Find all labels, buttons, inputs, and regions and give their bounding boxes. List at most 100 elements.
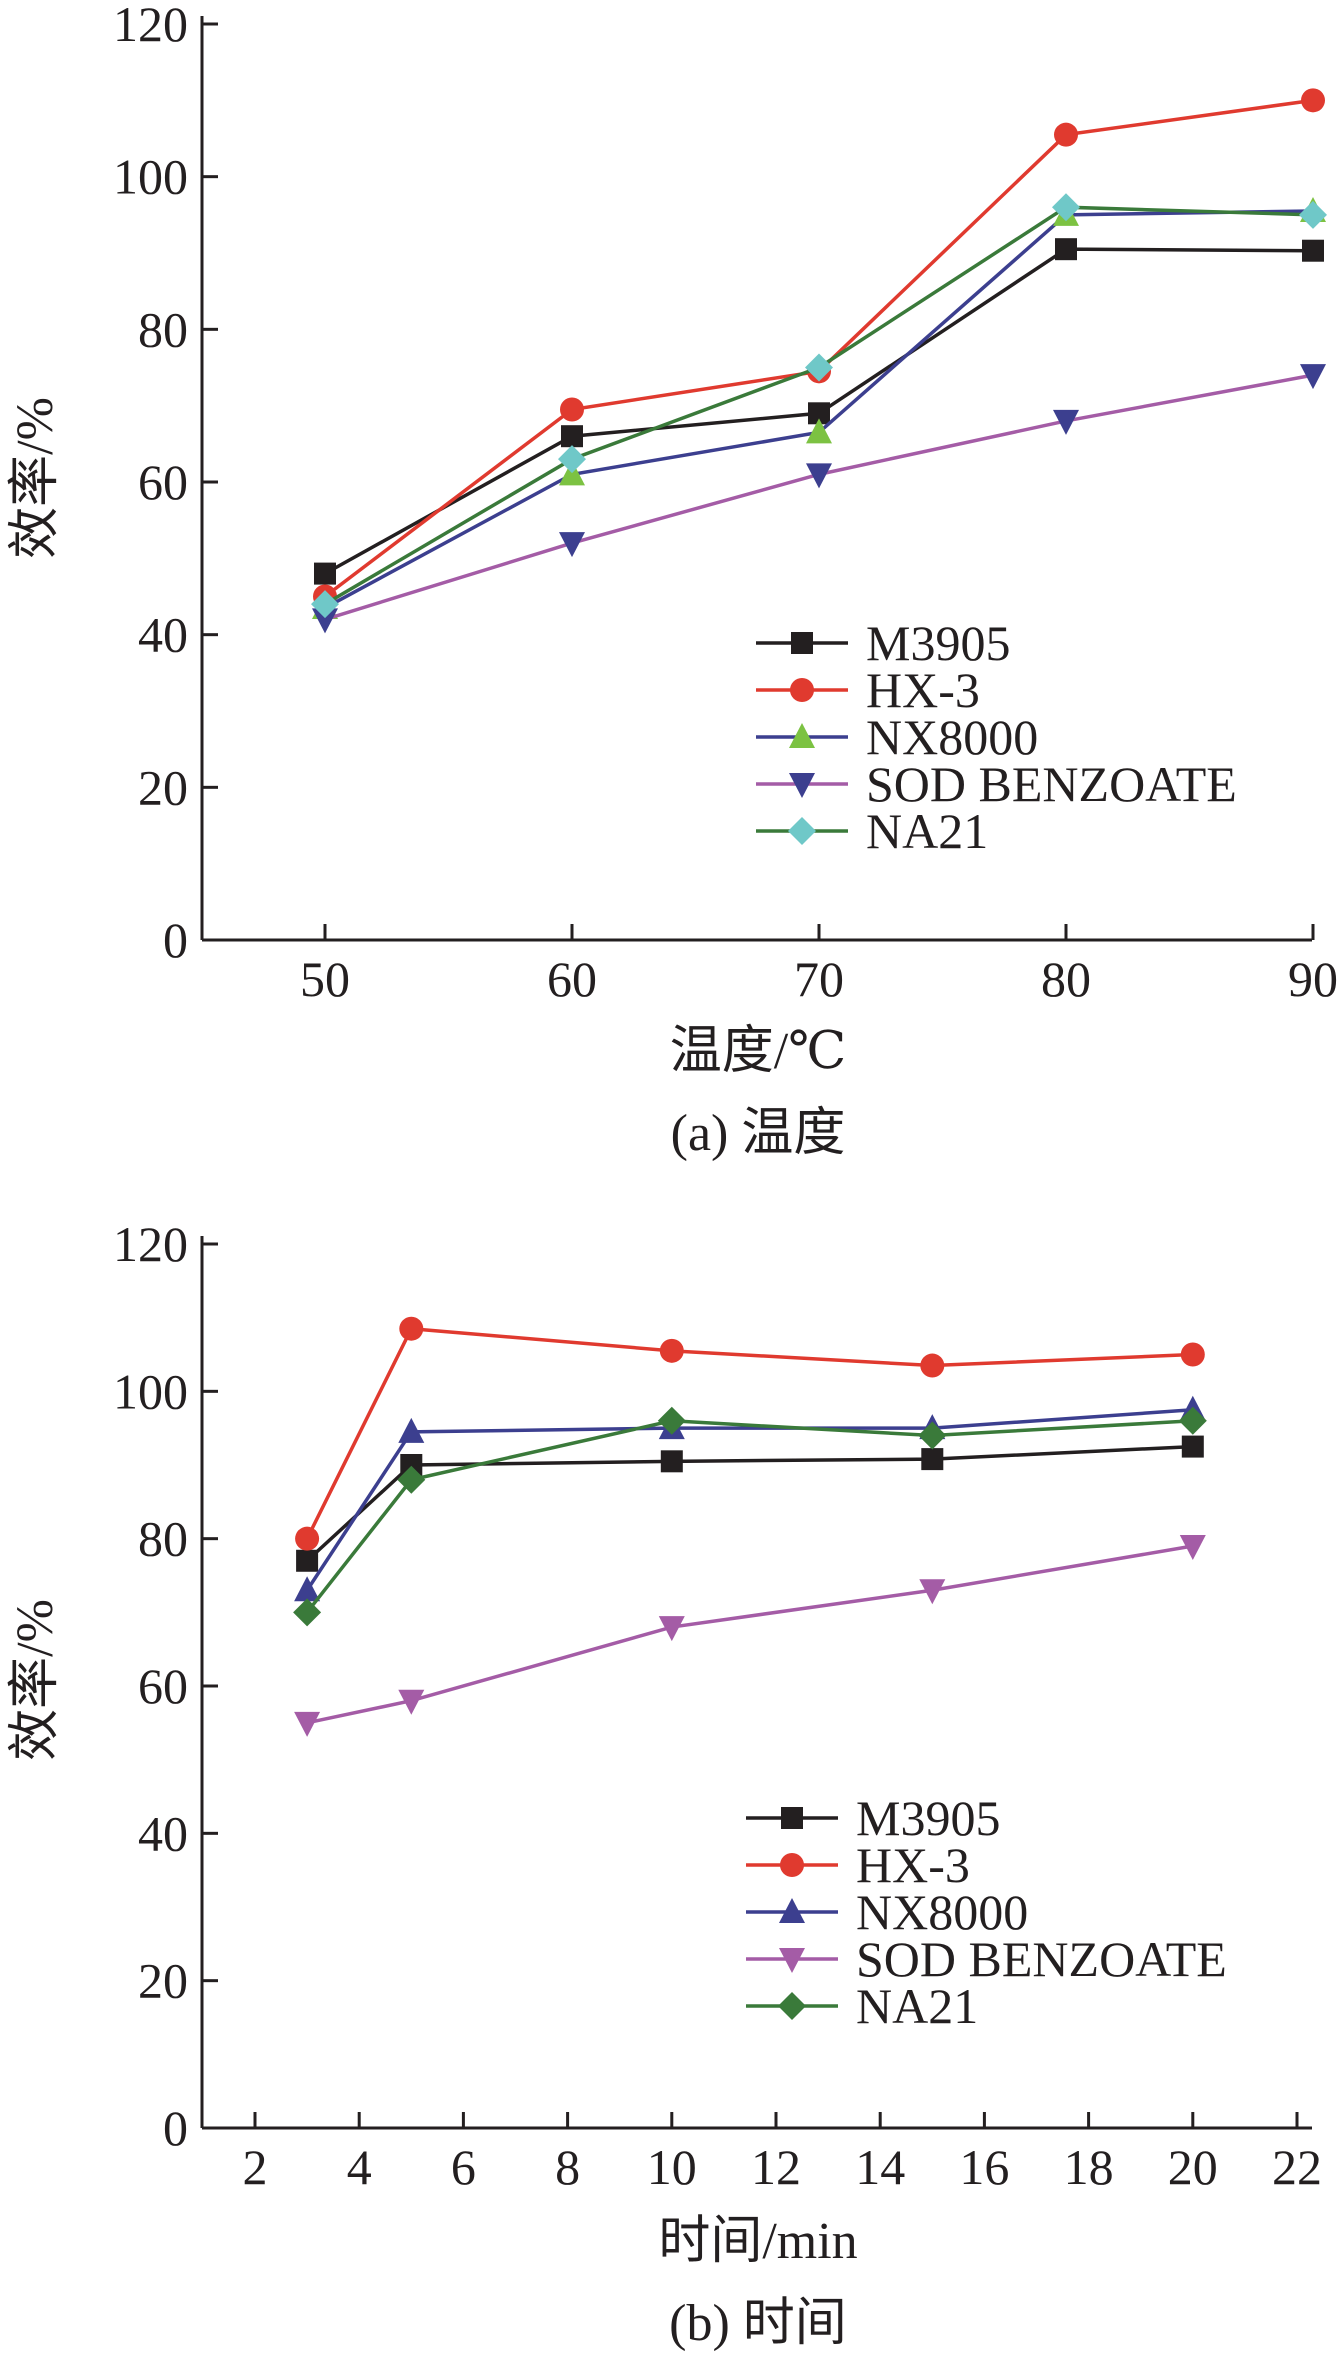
legend-label: NX8000 bbox=[866, 709, 1038, 765]
y-tick-label: 20 bbox=[138, 1953, 188, 2009]
series-line bbox=[305, 1408, 1193, 1592]
y-tick-label: 120 bbox=[113, 1216, 188, 1272]
data-point bbox=[398, 1417, 425, 1443]
legend-label: HX-3 bbox=[856, 1837, 970, 1893]
x-tick-label: 70 bbox=[794, 951, 844, 1007]
y-tick-label: 0 bbox=[163, 2100, 188, 2156]
data-point bbox=[808, 402, 830, 425]
data-point bbox=[399, 1316, 424, 1341]
series-line bbox=[305, 1444, 1193, 1563]
data-point bbox=[658, 1616, 685, 1642]
x-tick-label: 8 bbox=[555, 2139, 580, 2195]
y-tick-label: 60 bbox=[138, 454, 188, 510]
data-point bbox=[1178, 1406, 1207, 1435]
legend-marker bbox=[781, 1807, 803, 1829]
data-point bbox=[314, 562, 336, 585]
data-point bbox=[311, 590, 339, 619]
data-point bbox=[560, 397, 584, 422]
data-point bbox=[921, 1448, 944, 1471]
y-tick-label: 40 bbox=[138, 1805, 188, 1861]
data-point bbox=[294, 1576, 321, 1602]
x-tick-label: 50 bbox=[300, 951, 350, 1007]
chart-b-caption: (b) 时间 bbox=[669, 2295, 847, 2352]
data-point bbox=[1179, 1535, 1206, 1561]
data-point bbox=[296, 1549, 319, 1572]
data-point bbox=[919, 1579, 946, 1605]
y-tick-label: 80 bbox=[138, 1511, 188, 1567]
data-point bbox=[295, 1526, 320, 1551]
y-tick-label: 100 bbox=[113, 1363, 188, 1419]
legend-marker bbox=[779, 1898, 805, 1923]
x-tick-label: 22 bbox=[1272, 2139, 1322, 2195]
data-point bbox=[294, 1711, 321, 1737]
data-point bbox=[1054, 122, 1078, 147]
series-line bbox=[306, 1544, 1194, 1725]
data-point bbox=[1055, 238, 1077, 261]
x-tick-label: 18 bbox=[1064, 2139, 1114, 2195]
legend-marker bbox=[791, 632, 813, 654]
legend-label: SOD BENZOATE bbox=[856, 1931, 1227, 1987]
legend-marker bbox=[778, 1992, 806, 2020]
data-point bbox=[806, 463, 832, 489]
x-tick-label: 90 bbox=[1288, 951, 1338, 1007]
data-point bbox=[805, 353, 833, 382]
legend-marker bbox=[789, 773, 815, 798]
y-tick-label: 100 bbox=[113, 149, 188, 205]
chart-a-y-axis-label: 效率/% bbox=[7, 397, 64, 559]
y-tick-label: 120 bbox=[113, 0, 188, 52]
chart-a-x-axis-label: 温度/℃ bbox=[670, 1023, 847, 1080]
data-point bbox=[561, 425, 583, 448]
data-point bbox=[398, 1689, 425, 1715]
data-point bbox=[312, 608, 338, 634]
legend-label: HX-3 bbox=[866, 662, 980, 718]
legend-marker bbox=[788, 817, 816, 845]
legend-label: M3905 bbox=[856, 1790, 1000, 1846]
y-tick-label: 60 bbox=[138, 1658, 188, 1714]
data-point bbox=[559, 532, 585, 558]
chart-a: 0 20 40 60 80 100 120 50 60 70 80 90 M3905HX-3NX800… bbox=[7, 0, 1338, 1162]
legend-label: SOD BENZOATE bbox=[866, 756, 1237, 812]
data-point bbox=[1301, 88, 1325, 113]
x-tick-label: 20 bbox=[1168, 2139, 1218, 2195]
chart-b-y-axis-label: 效率/% bbox=[7, 1599, 64, 1761]
chart-b: 0 20 40 60 80 100 120 2 4 6 8 10 12 14 16 18 20 22 M3905H… bbox=[7, 1216, 1322, 2352]
chart-a-axes: 0 20 40 60 80 100 120 50 60 70 80 90 bbox=[113, 0, 1338, 1007]
chart-b-axes: 0 20 40 60 80 100 120 2 4 6 8 10 12 14 16 18 20 22 bbox=[113, 1216, 1322, 2195]
chart-a-series bbox=[311, 88, 1327, 634]
x-tick-label: 80 bbox=[1041, 951, 1091, 1007]
data-point bbox=[806, 418, 832, 444]
legend-label: M3905 bbox=[866, 615, 1010, 671]
data-point bbox=[1053, 409, 1079, 435]
series-line bbox=[323, 98, 1314, 598]
x-tick-label: 14 bbox=[855, 2139, 905, 2195]
chart-a-caption: (a) 温度 bbox=[671, 1105, 846, 1162]
data-point bbox=[1052, 193, 1080, 222]
legend-marker bbox=[789, 723, 815, 748]
x-tick-label: 16 bbox=[959, 2139, 1009, 2195]
series-line bbox=[305, 1419, 1193, 1614]
data-point bbox=[293, 1598, 322, 1627]
x-tick-label: 4 bbox=[347, 2139, 372, 2195]
data-point bbox=[1302, 239, 1324, 262]
legend-label: NA21 bbox=[856, 1978, 978, 2034]
legend-marker bbox=[790, 678, 814, 702]
data-point bbox=[397, 1465, 426, 1494]
data-point bbox=[1299, 200, 1327, 229]
chart-b-series bbox=[293, 1316, 1207, 1737]
x-tick-label: 6 bbox=[451, 2139, 476, 2195]
chart-b-x-axis-label: 时间/min bbox=[658, 2213, 857, 2270]
data-point bbox=[918, 1421, 947, 1450]
data-point bbox=[1180, 1342, 1205, 1367]
data-point bbox=[558, 445, 586, 474]
data-point bbox=[657, 1406, 686, 1435]
y-tick-label: 40 bbox=[138, 607, 188, 663]
legend-label: NA21 bbox=[866, 803, 988, 859]
data-point bbox=[1300, 364, 1326, 390]
data-point bbox=[400, 1454, 423, 1476]
legend-label: NX8000 bbox=[856, 1884, 1028, 1940]
data-point bbox=[920, 1353, 945, 1378]
legend-marker bbox=[780, 1853, 804, 1877]
